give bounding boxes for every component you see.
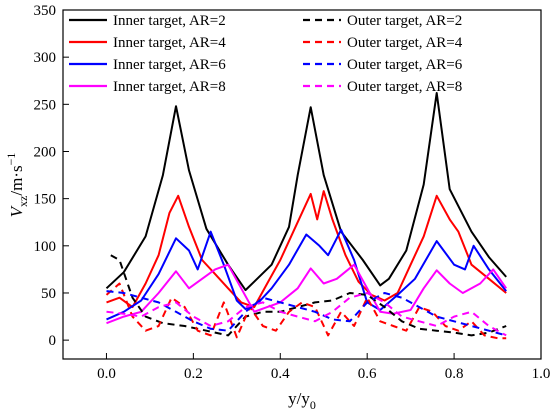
legend: Inner target, AR=2 Inner target, AR=4 Inne… [69,13,463,95]
x-tick-label: 0.6 [358,366,377,382]
legend-label: Outer target, AR=6 [347,57,463,73]
y-tick-label: 200 [34,144,57,160]
series-line-1 [105,92,507,292]
plot-frame [62,9,542,360]
axis-ticks: 0.0 0.2 0.4 0.6 0.8 1.0 0 50 100 150 200 250 300 350 [34,3,550,382]
legend-label: Inner target, AR=8 [113,79,226,95]
series-line-4 [106,263,508,325]
y-tick-label: 300 [34,50,57,66]
y-tick-label: 150 [34,192,57,208]
series-line-5 [110,254,507,337]
y-axis-title: Vxz/m·s−1 [4,153,30,218]
legend-label: Outer target, AR=4 [347,35,463,51]
legend-label: Outer target, AR=8 [347,79,462,95]
series-line-2 [106,190,507,309]
x-axis-title: y/y0 [288,389,316,412]
x-tick-label: 0.8 [445,366,464,382]
y-tick-label: 100 [34,239,57,255]
legend-label: Outer target, AR=2 [347,13,462,29]
y-tick-label: 0 [49,333,57,349]
series-line-8 [106,292,507,337]
series-line-7 [106,290,507,337]
legend-label: Inner target, AR=4 [113,35,226,51]
x-tick-label: 0.2 [184,366,203,382]
series-line-3 [106,228,507,321]
y-tick-label: 350 [34,3,57,19]
x-tick-label: 0.0 [97,366,116,382]
y-tick-label: 50 [41,286,56,302]
legend-label: Inner target, AR=6 [113,57,226,73]
plot-lines [105,92,508,340]
legend-label: Inner target, AR=2 [113,13,226,29]
series-line-6 [105,282,507,340]
x-tick-label: 0.4 [271,366,290,382]
x-tick-label: 1.0 [532,366,550,382]
y-tick-label: 250 [34,97,57,113]
